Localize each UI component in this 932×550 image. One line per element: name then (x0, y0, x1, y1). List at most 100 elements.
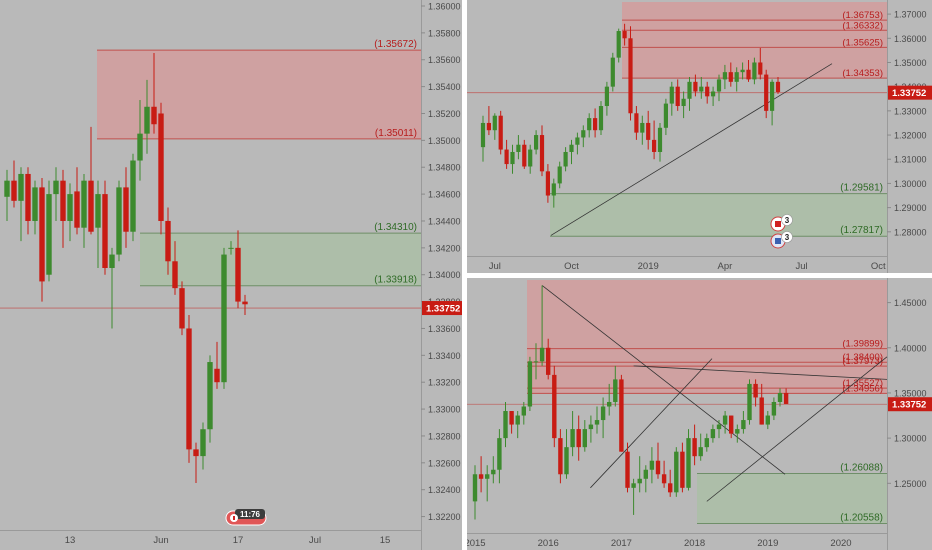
candle-body (575, 137, 580, 145)
candle-body (158, 113, 164, 221)
y-tick-label: 1.33200 (428, 378, 461, 388)
monthly-chart[interactable]: (1.39899) (1.38400)(1.37973) (1.35527)(1.3… (467, 278, 932, 550)
candle-body (563, 151, 568, 167)
y-tick-label: 1.34200 (428, 243, 461, 253)
candle-body (661, 474, 667, 484)
candle-body (25, 173, 31, 221)
candle-body (634, 113, 639, 133)
level-label: (1.36753) (842, 10, 883, 21)
x-tick-label: Jun (153, 535, 168, 546)
candle-body (765, 415, 770, 425)
y-tick-label: 1.35000 (428, 136, 461, 146)
candle-body (4, 180, 10, 197)
y-tick-label: 1.31000 (894, 155, 927, 165)
candle-body (186, 328, 192, 450)
candle-body (646, 122, 651, 140)
x-tick-label: Apr (718, 261, 733, 272)
daily-chart[interactable]: (1.35672) (1.35011) (1.34310) (1.33918) 1.36… (0, 0, 462, 550)
x-tick-label: 13 (65, 535, 76, 546)
current-price-label: 1.33752 (426, 304, 460, 315)
candle-body (558, 438, 563, 475)
candle-body (516, 144, 521, 152)
candle-body (704, 438, 709, 448)
current-price-label: 1.33752 (892, 88, 926, 99)
candle-body (600, 406, 606, 421)
candle-body (53, 180, 59, 195)
demand-zone (550, 193, 887, 237)
trendline (550, 63, 833, 236)
event-count-bubble (781, 231, 793, 243)
candle-body (711, 91, 716, 97)
candle-body (485, 474, 490, 479)
y-tick-label: 1.25000 (894, 479, 927, 489)
candle-body (39, 187, 45, 282)
y-tick-label: 1.33400 (428, 351, 461, 361)
candle-body (172, 261, 178, 289)
y-tick-label: 1.40000 (894, 343, 927, 353)
y-tick-label: 1.30000 (894, 179, 927, 189)
candle-body (582, 429, 587, 448)
x-tick-label: 2019 (638, 261, 659, 272)
candle-body (752, 62, 757, 80)
level-label: (1.37973) (842, 356, 883, 367)
candle-body (551, 183, 556, 196)
y-tick-label: 1.32400 (428, 485, 461, 495)
candle-body (631, 483, 636, 488)
candle-body (764, 74, 769, 111)
candle-body (221, 254, 227, 383)
x-tick-label: Jul (309, 535, 321, 546)
y-tick-label: 1.32600 (428, 458, 461, 468)
y-tick-label: 1.36000 (894, 34, 927, 44)
y-tick-label: 1.34600 (428, 190, 461, 200)
candle-body (771, 401, 777, 416)
y-tick-label: 1.33600 (428, 324, 461, 334)
candle-body (699, 86, 704, 92)
weekly-chart-panel[interactable]: (1.36753) (1.36332) (1.35625) (1.34353) (1.2… (467, 0, 932, 273)
zone-top-label: (1.35672) (374, 39, 417, 50)
x-tick-label: Jul (796, 261, 808, 272)
trendline (633, 365, 888, 380)
candle-body (534, 135, 539, 150)
candle-body (687, 81, 692, 99)
candle-body (777, 392, 783, 402)
candle-body (515, 415, 520, 425)
candle-body (594, 420, 600, 425)
candle-body (610, 57, 615, 87)
supply-zone (97, 50, 421, 139)
weekly-chart[interactable]: (1.36753)(1.36332) (1.35625) (1.34353) (1.2… (467, 0, 932, 273)
y-tick-label: 1.33000 (428, 405, 461, 415)
candle-body (144, 106, 150, 134)
candle-body (480, 122, 486, 148)
candle-body (728, 72, 733, 82)
trendline (706, 356, 888, 502)
y-tick-label: 1.34000 (428, 270, 461, 280)
trendline (590, 358, 713, 489)
trendline (541, 285, 786, 475)
candle-body (722, 72, 727, 80)
candle-body (759, 397, 764, 425)
candle-body (510, 151, 515, 165)
zone-bottom-label: (1.27817) (840, 225, 883, 236)
y-tick-label: 1.32200 (428, 512, 461, 522)
x-tick-label: 17 (233, 535, 244, 546)
candle-body (81, 180, 87, 228)
level-label: (1.35527) (842, 378, 883, 389)
candle-body (491, 469, 496, 475)
candle-body (102, 194, 108, 268)
candle-body (710, 429, 716, 439)
x-tick-label: 2020 (830, 538, 851, 549)
candle-body (741, 420, 746, 430)
y-tick-label: 1.36000 (428, 2, 461, 12)
candle-body (716, 79, 722, 92)
monthly-chart-panel[interactable]: (1.39899) (1.38400) (1.37973) (1.35527) (1.3… (467, 278, 932, 550)
x-tick-label: Oct (564, 261, 579, 272)
x-tick-label: 2015 (467, 538, 486, 549)
zone-top-label: (1.34310) (374, 222, 417, 233)
current-price-tag (888, 397, 932, 412)
candle-body (698, 447, 703, 457)
candle-body (528, 149, 533, 167)
canada-flag-leaf (233, 516, 235, 520)
candle-body (628, 38, 633, 114)
current-price-label: 1.33752 (892, 400, 926, 411)
daily-chart-panel[interactable]: (1.35672) (1.35011) (1.34310) (1.33918) 1.36… (0, 0, 462, 550)
